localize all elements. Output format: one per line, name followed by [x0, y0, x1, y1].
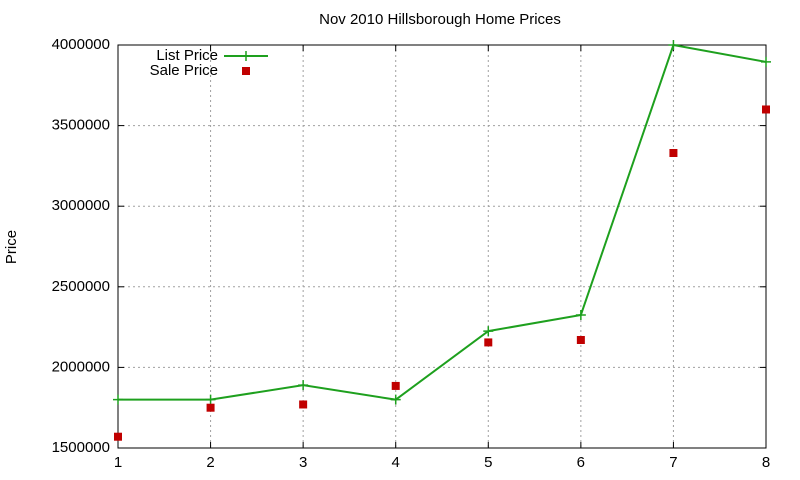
- legend-label: List Price: [156, 47, 218, 64]
- plot-border: [117, 44, 767, 449]
- data-point: [206, 403, 215, 412]
- data-point: [484, 338, 493, 347]
- data-point: [669, 149, 678, 158]
- x-tick-label: 3: [299, 454, 307, 471]
- data-point: [298, 380, 309, 391]
- y-axis-label: Price: [3, 230, 20, 264]
- x-tick-label: 5: [484, 454, 492, 471]
- data-point: [483, 326, 494, 337]
- x-tick-label: 1: [114, 454, 122, 471]
- legend-label: Sale Price: [150, 62, 218, 79]
- data-point: [299, 400, 308, 409]
- legend-marker: [242, 67, 250, 75]
- x-tick-label: 8: [762, 454, 770, 471]
- x-tick-label: 6: [577, 454, 585, 471]
- data-point: [391, 381, 400, 390]
- data-point: [575, 310, 586, 321]
- y-tick-label: 4000000: [52, 36, 110, 53]
- data-point: [668, 40, 679, 50]
- y-tick-label: 1500000: [52, 439, 110, 456]
- data-point: [762, 105, 770, 114]
- series-line: [118, 43, 767, 401]
- y-tick-label: 3000000: [52, 197, 110, 214]
- chart-title: Nov 2010 Hillsborough Home Prices: [319, 11, 561, 28]
- y-tick-label: 2000000: [52, 358, 110, 375]
- data-point: [113, 394, 123, 405]
- x-tick-label: 2: [206, 454, 214, 471]
- data-point: [205, 394, 216, 405]
- data-point: [390, 394, 401, 405]
- legend-marker: [241, 51, 251, 61]
- y-tick-label: 3500000: [52, 117, 110, 134]
- data-point: [114, 432, 122, 441]
- data-point: [576, 335, 585, 344]
- y-tick-label: 2500000: [52, 278, 110, 295]
- x-tick-label: 7: [669, 454, 677, 471]
- data-point: [761, 56, 771, 67]
- x-tick-label: 4: [392, 454, 400, 471]
